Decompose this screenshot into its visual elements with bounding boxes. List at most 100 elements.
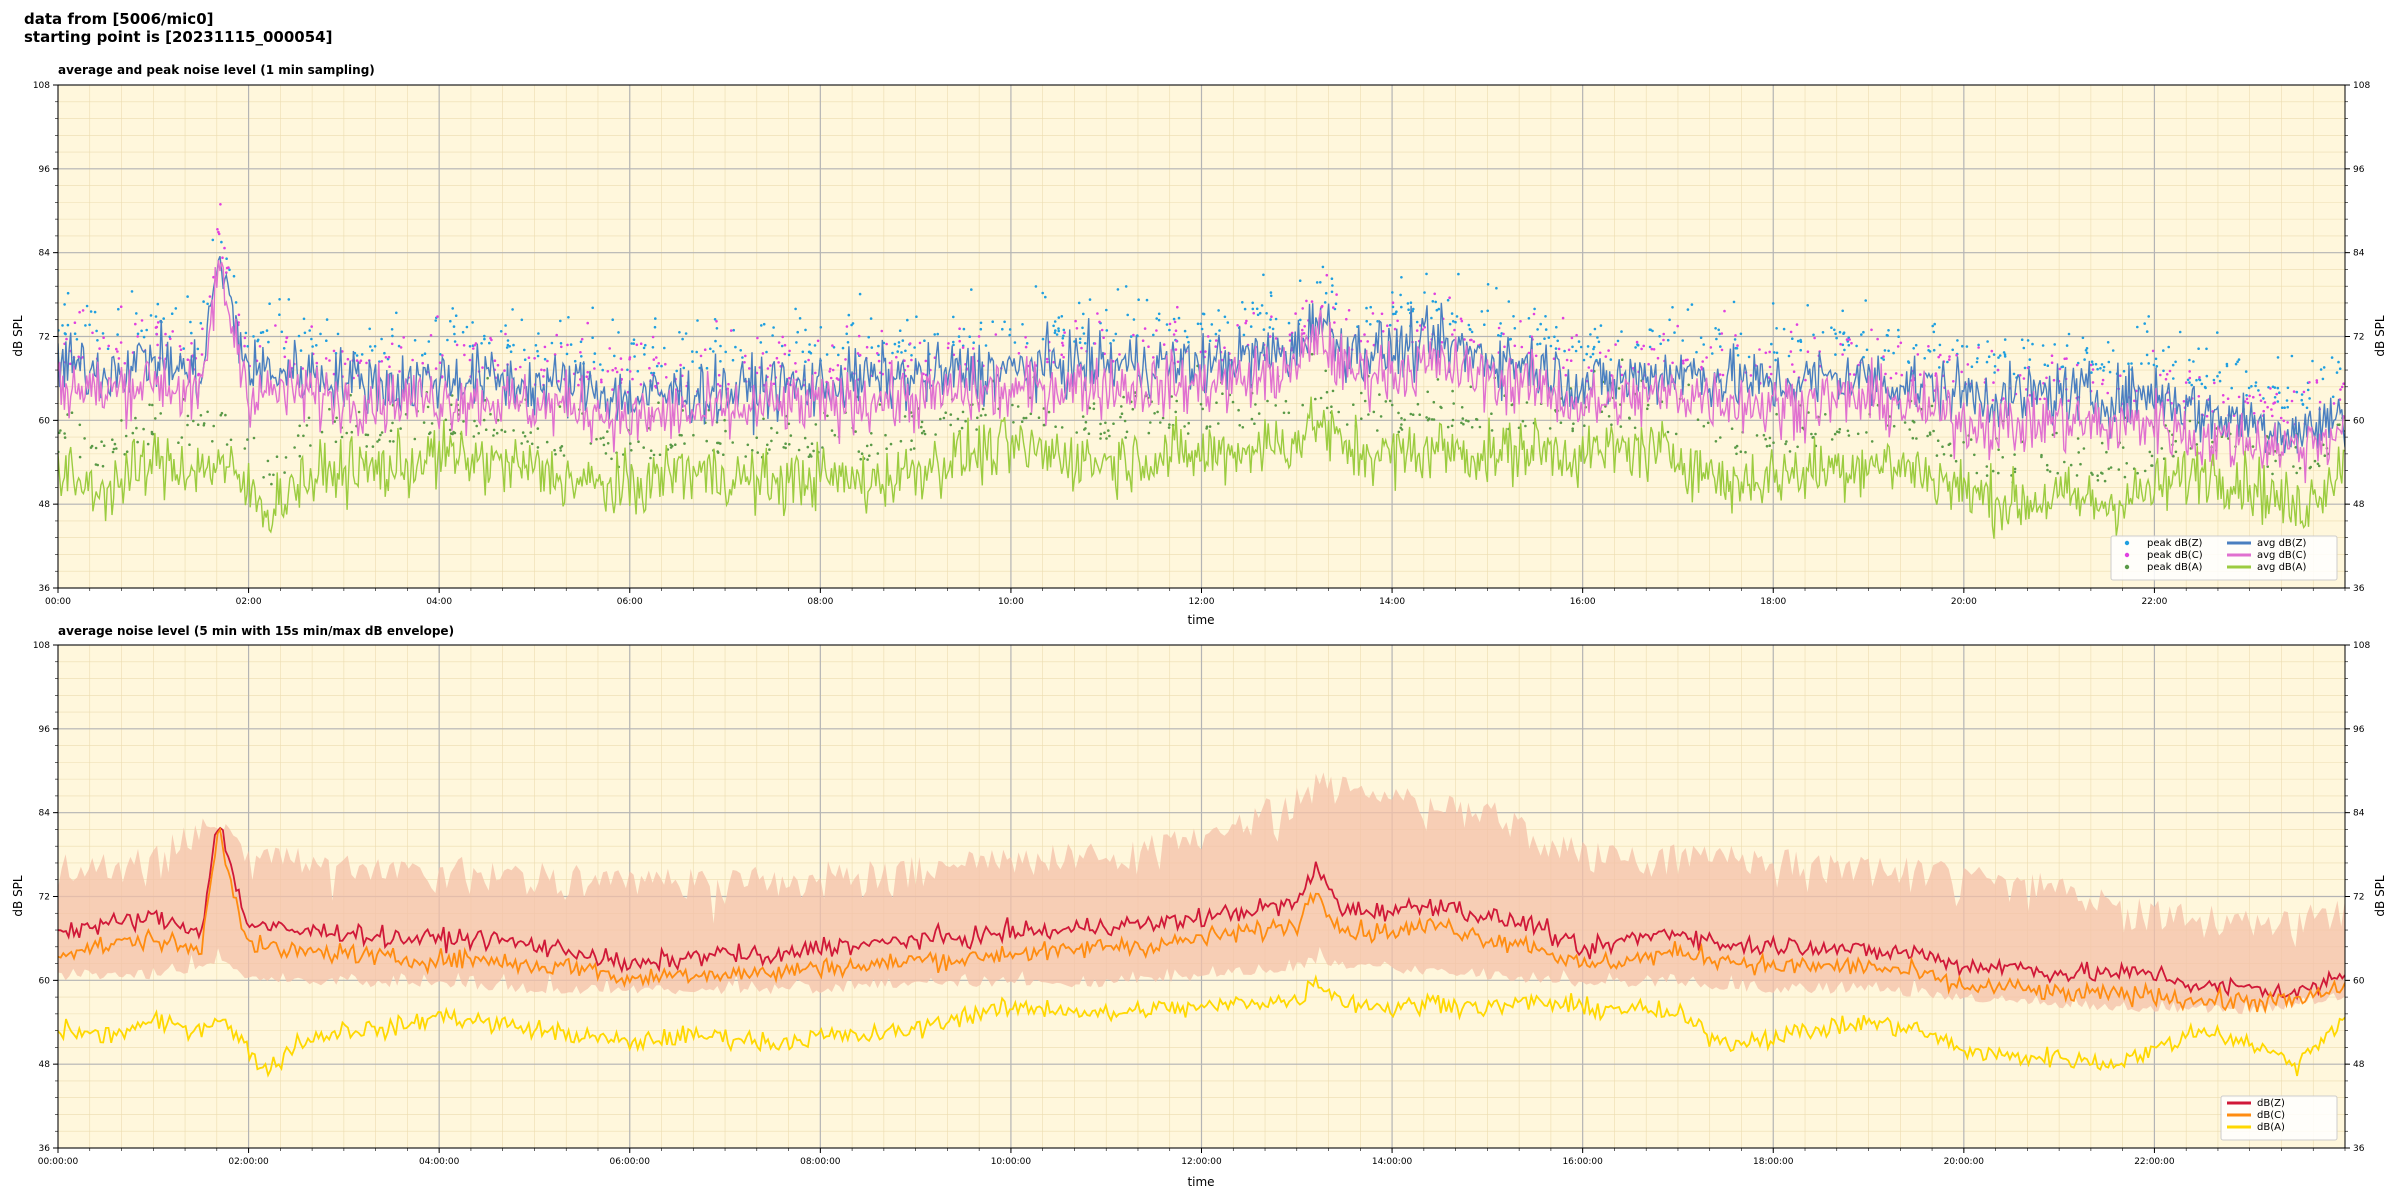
peak-point bbox=[2147, 315, 2150, 318]
x-tick-label: 12:00:00 bbox=[1181, 1157, 1222, 1167]
data-source-label: data from [5006/mic0] bbox=[24, 10, 214, 28]
peak-point bbox=[2298, 466, 2302, 470]
peak-point bbox=[1446, 298, 1450, 302]
peak-point bbox=[703, 348, 707, 352]
peak-point bbox=[1571, 427, 1574, 431]
peak-point bbox=[481, 366, 484, 369]
peak-point bbox=[1932, 330, 1936, 334]
y-tick-label-right: 96 bbox=[2353, 165, 2365, 175]
peak-point bbox=[1894, 372, 1898, 375]
peak-point bbox=[1985, 360, 1989, 364]
peak-point bbox=[219, 413, 223, 417]
series-bottom bbox=[58, 772, 2345, 1078]
peak-point bbox=[1310, 352, 1314, 356]
peak-point bbox=[2315, 381, 2319, 384]
peak-point bbox=[2063, 460, 2066, 464]
peak-point bbox=[155, 333, 159, 336]
series-line-0 bbox=[58, 255, 2345, 454]
peak-point bbox=[1589, 333, 1592, 336]
series-line-0 bbox=[58, 826, 2345, 1001]
peak-point bbox=[1870, 328, 1873, 332]
peak-point bbox=[1993, 365, 1997, 368]
peak-point bbox=[483, 337, 486, 341]
peak-point bbox=[225, 271, 228, 274]
peak-point bbox=[1319, 396, 1323, 400]
peak-point bbox=[2267, 386, 2270, 389]
peak-point bbox=[652, 453, 656, 457]
peak-point bbox=[123, 453, 126, 456]
peak-point bbox=[1911, 436, 1915, 440]
peak-point bbox=[202, 424, 206, 427]
peak-point bbox=[841, 346, 845, 350]
peak-point bbox=[837, 353, 840, 357]
peak-point bbox=[2331, 395, 2335, 399]
peak-point bbox=[1397, 411, 1400, 415]
peak-point bbox=[717, 373, 721, 377]
peak-point bbox=[2013, 467, 2017, 471]
peak-point bbox=[949, 423, 952, 427]
peak-point bbox=[1702, 343, 1705, 346]
peak-point bbox=[1810, 432, 1813, 436]
peak-point bbox=[1789, 330, 1793, 334]
peak-point bbox=[1323, 301, 1327, 304]
peak-point bbox=[188, 443, 191, 447]
peak-point bbox=[830, 429, 834, 432]
peak-point bbox=[585, 375, 588, 379]
peak-point bbox=[1490, 412, 1493, 416]
peak-point bbox=[1666, 430, 1670, 434]
peak-point bbox=[360, 353, 364, 356]
peak-point bbox=[994, 333, 998, 336]
peak-point bbox=[1176, 305, 1179, 309]
peak-point bbox=[1155, 317, 1158, 320]
peak-point bbox=[124, 434, 128, 438]
envelope-band bbox=[58, 772, 2345, 1015]
peak-point bbox=[1961, 344, 1964, 348]
peak-point bbox=[1451, 320, 1455, 323]
peak-point bbox=[1236, 324, 1239, 327]
peak-point bbox=[962, 327, 966, 331]
peak-point bbox=[179, 348, 183, 352]
peak-point bbox=[2275, 392, 2278, 396]
peak-point bbox=[1799, 338, 1802, 342]
peak-point bbox=[364, 433, 368, 437]
peak-point bbox=[1620, 330, 1623, 333]
x-tick-label: 12:00 bbox=[1189, 597, 1215, 607]
peak-point bbox=[923, 339, 926, 343]
peak-point bbox=[452, 430, 455, 434]
peak-point bbox=[833, 433, 837, 437]
peak-point bbox=[1870, 440, 1874, 443]
peak-point bbox=[674, 443, 677, 447]
peak-point bbox=[1162, 343, 1166, 346]
peak-point bbox=[1132, 333, 1135, 337]
peak-point bbox=[2259, 399, 2263, 403]
peak-point bbox=[246, 438, 249, 441]
peak-point bbox=[1017, 352, 1021, 355]
peak-point bbox=[151, 432, 155, 436]
peak-point bbox=[376, 440, 379, 443]
peak-point bbox=[798, 317, 802, 320]
peak-point bbox=[2237, 395, 2241, 399]
peak-point bbox=[1597, 340, 1601, 344]
peak-point bbox=[1252, 311, 1255, 315]
peak-point bbox=[1187, 421, 1190, 425]
peak-point bbox=[1299, 318, 1302, 322]
peak-point bbox=[1061, 341, 1064, 345]
peak-point bbox=[536, 354, 540, 358]
peak-point bbox=[1799, 348, 1802, 352]
peak-point bbox=[1054, 329, 1057, 332]
peak-point bbox=[395, 311, 398, 315]
peak-point bbox=[2077, 451, 2080, 454]
peak-point bbox=[889, 442, 893, 446]
peak-point bbox=[107, 344, 110, 348]
peak-point bbox=[1062, 355, 1065, 359]
peak-point bbox=[772, 382, 776, 386]
peak-point bbox=[1087, 432, 1091, 436]
peak-point bbox=[1298, 279, 1302, 283]
peak-point bbox=[2295, 390, 2299, 394]
peak-point bbox=[1533, 307, 1536, 311]
peak-point bbox=[220, 411, 224, 415]
peak-point bbox=[2301, 403, 2305, 406]
peak-point bbox=[1168, 328, 1171, 332]
peak-point bbox=[1431, 300, 1435, 303]
peak-point bbox=[1747, 355, 1751, 359]
